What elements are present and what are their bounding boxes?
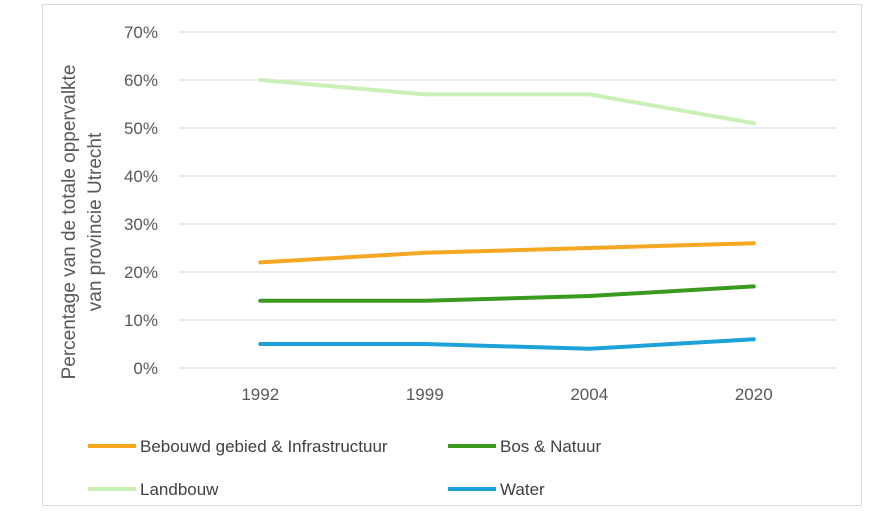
x-tick-label: 2004 [570,385,608,404]
series-line-bos-natuur [258,284,756,303]
series-line-bebouwd-gebied-infrastructuur [258,241,756,265]
legend-label-landbouw: Landbouw [140,480,219,499]
y-axis-title: Percentage van de totale oppervalkte van… [59,65,106,380]
y-tick-label: 70% [124,23,158,42]
series-line-water [258,337,756,351]
chart-frame [42,4,862,506]
y-tick-label: 20% [124,263,158,282]
y-tick-label: 10% [124,311,158,330]
y-tick-label: 50% [124,119,158,138]
series-lines [258,78,756,351]
x-tick-label: 2020 [735,385,773,404]
x-axis-ticks: 1992 1999 2004 2020 [241,385,772,404]
x-tick-label: 1999 [406,385,444,404]
series-line-landbouw [258,78,756,126]
legend: Bebouwd gebied & Infrastructuur Bos & Nat… [88,437,601,499]
x-tick-label: 1992 [241,385,279,404]
gridlines [178,31,836,369]
y-axis-title-line-2: van provincie Utrecht [85,132,106,311]
y-tick-label: 60% [124,71,158,90]
y-tick-label: 40% [124,167,158,186]
legend-label-bebouwd-gebied-infrastructuur: Bebouwd gebied & Infrastructuur [140,437,388,456]
y-axis-ticks: 0% 10% 20% 30% 40% 50% 60% 70% [124,23,158,378]
legend-label-water: Water [500,480,545,499]
legend-label-bos-natuur: Bos & Natuur [500,437,601,456]
y-tick-label: 0% [133,359,158,378]
y-axis-title-line-1: Percentage van de totale oppervalkte [59,65,80,380]
y-tick-label: 30% [124,215,158,234]
